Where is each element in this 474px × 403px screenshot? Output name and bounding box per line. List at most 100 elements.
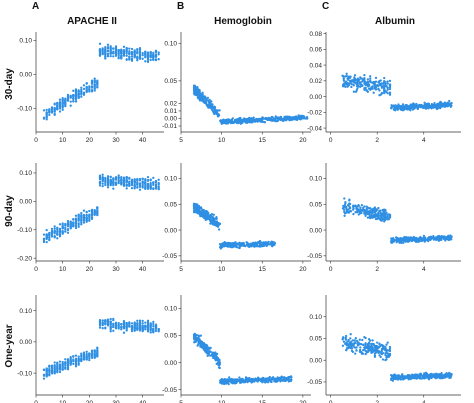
- scatter-point: [146, 323, 150, 326]
- scatter-point: [58, 367, 62, 370]
- scatter-point: [193, 210, 197, 213]
- scatter-point: [133, 51, 136, 54]
- scatter-point: [61, 360, 64, 364]
- y-tick-label: 0.00: [309, 357, 322, 364]
- scatter-point: [120, 323, 123, 326]
- scatter-point: [342, 208, 346, 211]
- scatter-point: [58, 223, 62, 226]
- scatter-point: [379, 355, 382, 359]
- scatter-point: [393, 104, 397, 108]
- scatter-point: [101, 322, 104, 325]
- scatter-point: [273, 241, 276, 245]
- scatter-point: [381, 214, 385, 218]
- scatter-point: [109, 50, 112, 53]
- scatter-point: [359, 206, 362, 209]
- scatter-point: [61, 368, 64, 371]
- scatter-point: [138, 328, 142, 331]
- scatter-point: [152, 329, 155, 332]
- scatter-point: [357, 213, 360, 216]
- scatter-point: [292, 116, 295, 119]
- scatter-point: [434, 374, 437, 377]
- scatter-point: [45, 237, 48, 240]
- scatter-point: [383, 208, 386, 212]
- scatter-point: [215, 110, 218, 113]
- scatter-point: [374, 88, 378, 91]
- scatter-point: [396, 377, 400, 380]
- scatter-point: [405, 237, 408, 241]
- scatter-point: [271, 377, 274, 380]
- scatter-point: [238, 376, 241, 379]
- scatter-point: [96, 211, 99, 215]
- scatter-point: [294, 115, 297, 118]
- scatter-point: [74, 363, 78, 366]
- scatter-points: [192, 332, 293, 386]
- scatter-point: [364, 83, 367, 87]
- scatter-point: [208, 216, 211, 220]
- scatter-point: [125, 176, 128, 179]
- scatter-panel-r1-c1: 5 10 15 20-0.050.000.050.10: [162, 163, 311, 273]
- scatter-point: [345, 81, 348, 84]
- scatter-point: [125, 179, 128, 182]
- scatter-point: [430, 373, 433, 376]
- scatter-point: [355, 346, 358, 349]
- scatter-point: [61, 222, 64, 225]
- scatter-point: [228, 244, 231, 248]
- scatter-point: [90, 209, 94, 212]
- scatter-point: [133, 183, 136, 186]
- scatter-point: [48, 236, 51, 239]
- scatter-point: [383, 216, 386, 219]
- scatter-point: [104, 179, 107, 182]
- scatter-point: [122, 331, 126, 334]
- scatter-point: [72, 89, 75, 92]
- scatter-point: [138, 50, 142, 53]
- scatter-point: [141, 322, 144, 325]
- y-tick-label: 0.02: [164, 101, 177, 108]
- y-tick-label: 0.10: [309, 176, 322, 183]
- scatter-point: [406, 373, 410, 377]
- scatter-point: [74, 224, 78, 228]
- scatter-point: [251, 379, 254, 382]
- scatter-point: [350, 349, 354, 352]
- scatter-point: [152, 176, 155, 180]
- scatter-point: [72, 221, 75, 225]
- scatter-point: [74, 214, 78, 217]
- scatter-point: [356, 87, 359, 90]
- scatter-point: [69, 225, 72, 228]
- scatter-point: [72, 93, 75, 97]
- scatter-point: [109, 51, 112, 55]
- scatter-point: [104, 52, 107, 56]
- scatter-point: [112, 187, 115, 190]
- scatter-point: [377, 214, 380, 218]
- scatter-point: [50, 233, 54, 237]
- scatter-point: [217, 228, 221, 231]
- scatter-point: [385, 343, 388, 346]
- scatter-point: [93, 209, 96, 212]
- scatter-point: [222, 121, 225, 124]
- scatter-point: [203, 348, 206, 352]
- scatter-point: [386, 80, 389, 83]
- scatter-point: [138, 325, 142, 329]
- scatter-point: [80, 223, 83, 226]
- scatter-point: [380, 91, 384, 95]
- row-label-30-day: 30-day: [4, 68, 15, 100]
- scatter-point: [207, 104, 210, 107]
- scatter-point: [251, 118, 254, 121]
- scatter-point: [112, 329, 115, 332]
- scatter-point: [72, 362, 75, 366]
- scatter-point: [390, 238, 394, 241]
- y-tick-label: 0.00: [309, 227, 322, 234]
- x-tick-label: 2: [375, 266, 379, 273]
- scatter-point: [61, 99, 64, 102]
- scatter-point: [114, 324, 118, 328]
- scatter-point: [360, 80, 364, 83]
- scatter-point: [355, 81, 358, 84]
- scatter-point: [120, 57, 123, 60]
- scatter-point: [367, 349, 371, 352]
- scatter-point: [216, 113, 219, 116]
- scatter-point: [369, 215, 372, 218]
- scatter-point: [85, 357, 88, 360]
- scatter-point: [265, 377, 268, 380]
- scatter-point: [193, 332, 196, 336]
- scatter-point: [348, 82, 351, 85]
